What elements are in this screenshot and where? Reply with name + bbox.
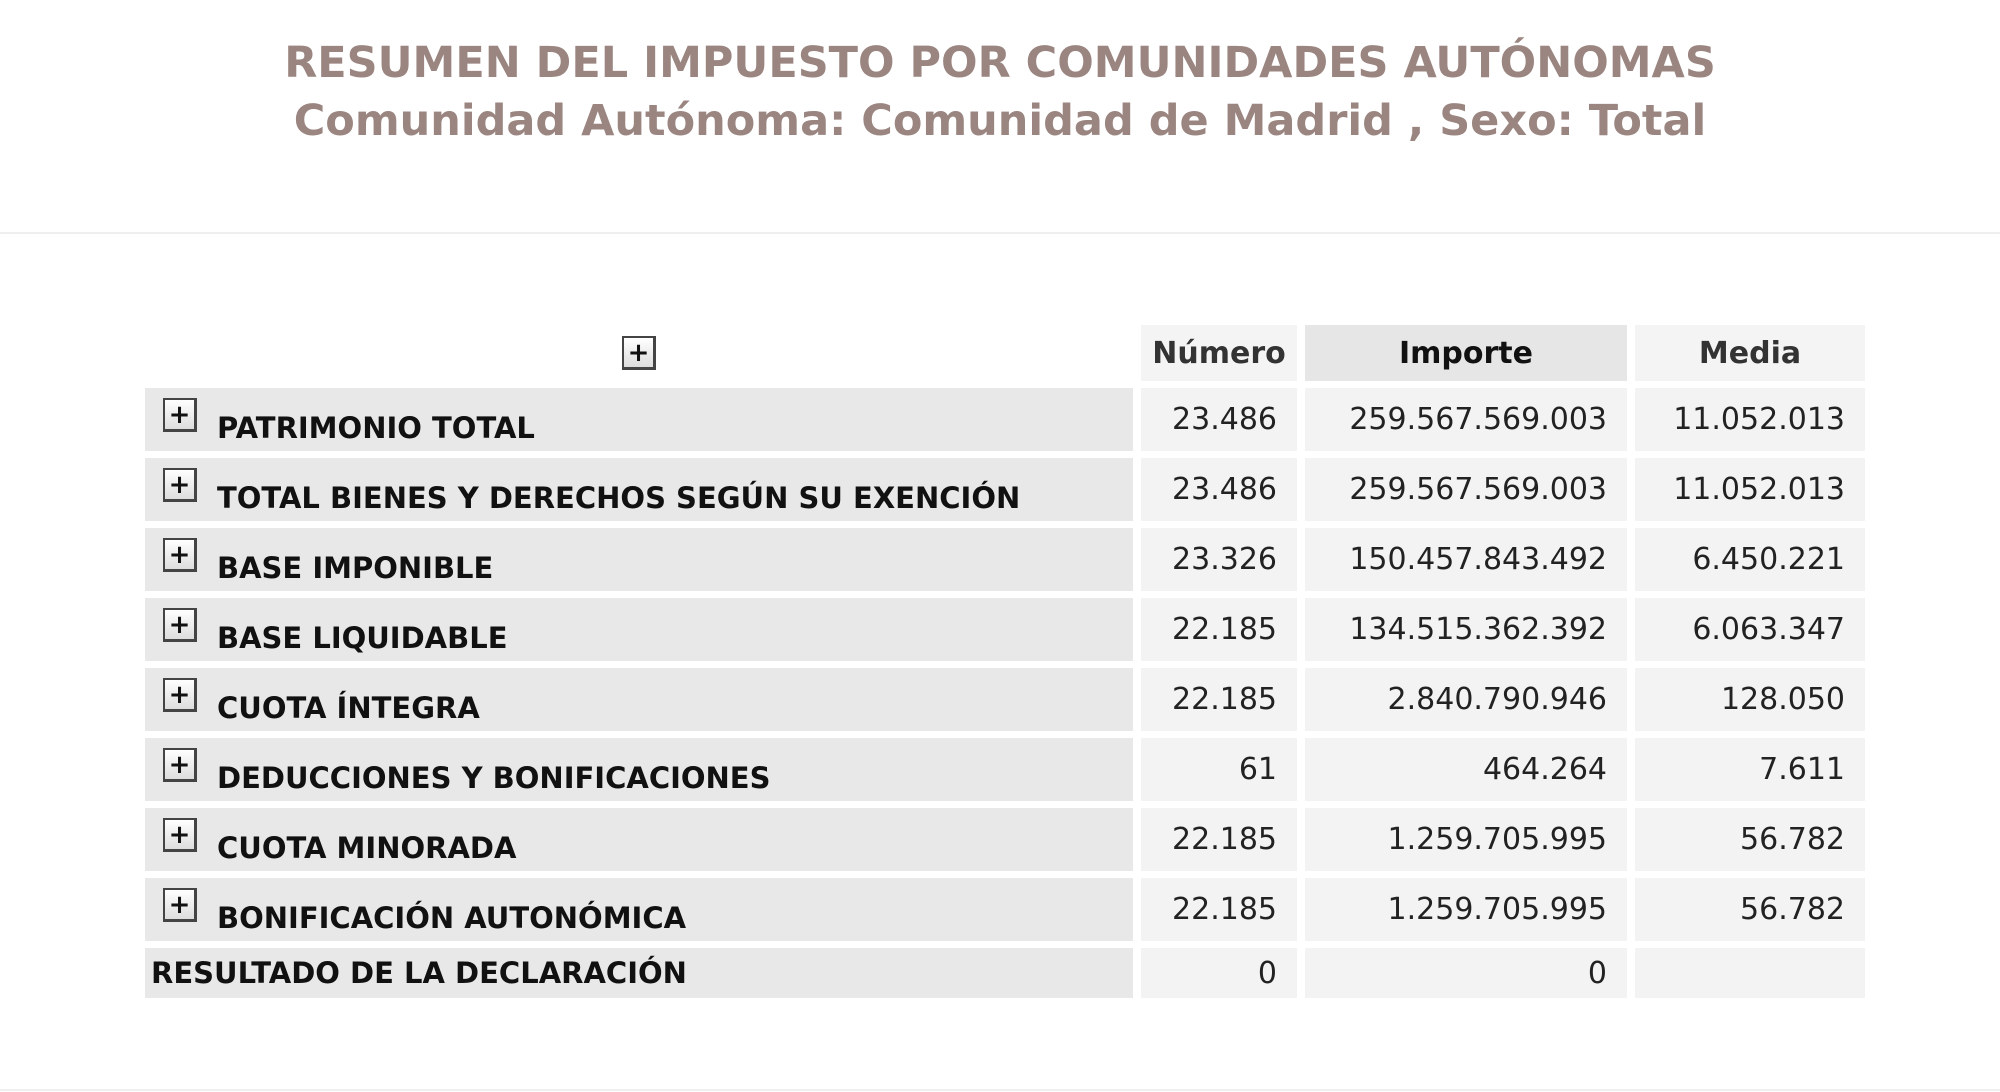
row-label-cell[interactable]: + TOTAL BIENES Y DERECHOS SEGÚN SU EXENCI…	[145, 458, 1133, 521]
table-row: + TOTAL BIENES Y DERECHOS SEGÚN SU EXENCI…	[145, 458, 1865, 521]
row-label: BONIFICACIÓN AUTONÓMICA	[217, 901, 687, 935]
row-label-cell[interactable]: + CUOTA ÍNTEGRA	[145, 668, 1133, 731]
row-label-cell[interactable]: + DEDUCCIONES Y BONIFICACIONES	[145, 738, 1133, 801]
table-row: + CUOTA ÍNTEGRA 22.185 2.840.790.946 128.050	[145, 668, 1865, 731]
row-label: TOTAL BIENES Y DERECHOS SEGÚN SU EXENCIÓ…	[217, 481, 1021, 515]
cell-media: 11.052.013	[1635, 458, 1865, 521]
column-header-media[interactable]: Media	[1635, 325, 1865, 381]
row-label: CUOTA ÍNTEGRA	[217, 691, 480, 725]
row-label: CUOTA MINORADA	[217, 831, 517, 865]
table-row: + CUOTA MINORADA 22.185 1.259.705.995 56.782	[145, 808, 1865, 871]
summary-table: + Número Importe Media + PATRIMONIO TOTAL…	[145, 325, 1865, 1005]
cell-media: 6.063.347	[1635, 598, 1865, 661]
expand-plus-icon[interactable]: +	[163, 608, 197, 642]
column-header-importe[interactable]: Importe	[1305, 325, 1627, 381]
page-title: RESUMEN DEL IMPUESTO POR COMUNIDADES AUT…	[284, 38, 1716, 88]
expand-plus-icon[interactable]: +	[163, 538, 197, 572]
cell-importe: 150.457.843.492	[1305, 528, 1627, 591]
cell-importe: 464.264	[1305, 738, 1627, 801]
cell-importe: 1.259.705.995	[1305, 878, 1627, 941]
table-row: + PATRIMONIO TOTAL 23.486 259.567.569.003 11…	[145, 388, 1865, 451]
table-header-row: + Número Importe Media	[145, 325, 1865, 381]
row-label-cell[interactable]: + BASE LIQUIDABLE	[145, 598, 1133, 661]
table-row: + BASE IMPONIBLE 23.326 150.457.843.492 6.45…	[145, 528, 1865, 591]
header-corner: +	[145, 325, 1133, 381]
cell-media: 56.782	[1635, 878, 1865, 941]
cell-importe: 259.567.569.003	[1305, 388, 1627, 451]
row-label-cell[interactable]: + PATRIMONIO TOTAL	[145, 388, 1133, 451]
cell-media	[1635, 948, 1865, 998]
expand-plus-icon[interactable]: +	[163, 468, 197, 502]
cell-importe: 1.259.705.995	[1305, 808, 1627, 871]
cell-importe: 2.840.790.946	[1305, 668, 1627, 731]
cell-media: 6.450.221	[1635, 528, 1865, 591]
row-label: BASE IMPONIBLE	[217, 551, 494, 585]
cell-numero: 22.185	[1141, 598, 1297, 661]
row-label-cell[interactable]: + BASE IMPONIBLE	[145, 528, 1133, 591]
cell-numero: 23.326	[1141, 528, 1297, 591]
cell-media: 11.052.013	[1635, 388, 1865, 451]
row-label: RESULTADO DE LA DECLARACIÓN	[145, 948, 1133, 998]
expand-plus-icon[interactable]: +	[163, 888, 197, 922]
cell-numero: 23.486	[1141, 388, 1297, 451]
expand-all-plus-icon[interactable]: +	[622, 336, 656, 370]
row-label-cell[interactable]: + CUOTA MINORADA	[145, 808, 1133, 871]
expand-plus-icon[interactable]: +	[163, 678, 197, 712]
row-label: PATRIMONIO TOTAL	[217, 411, 535, 445]
row-label: DEDUCCIONES Y BONIFICACIONES	[217, 761, 771, 795]
cell-numero: 0	[1141, 948, 1297, 998]
table-row: + BONIFICACIÓN AUTONÓMICA 22.185 1.259.705.…	[145, 878, 1865, 941]
cell-media: 128.050	[1635, 668, 1865, 731]
column-header-numero[interactable]: Número	[1141, 325, 1297, 381]
divider	[0, 1089, 2000, 1091]
divider	[0, 232, 2000, 234]
cell-importe: 0	[1305, 948, 1627, 998]
table-row-result: RESULTADO DE LA DECLARACIÓN 0 0	[145, 948, 1865, 998]
row-label: BASE LIQUIDABLE	[217, 621, 508, 655]
table-row: + DEDUCCIONES Y BONIFICACIONES 61 464.264 7.…	[145, 738, 1865, 801]
cell-media: 56.782	[1635, 808, 1865, 871]
cell-importe: 134.515.362.392	[1305, 598, 1627, 661]
row-label-cell[interactable]: + BONIFICACIÓN AUTONÓMICA	[145, 878, 1133, 941]
cell-numero: 22.185	[1141, 808, 1297, 871]
cell-numero: 22.185	[1141, 668, 1297, 731]
cell-importe: 259.567.569.003	[1305, 458, 1627, 521]
table-row: + BASE LIQUIDABLE 22.185 134.515.362.392 6.0…	[145, 598, 1865, 661]
expand-plus-icon[interactable]: +	[163, 748, 197, 782]
expand-plus-icon[interactable]: +	[163, 398, 197, 432]
expand-plus-icon[interactable]: +	[163, 818, 197, 852]
cell-numero: 22.185	[1141, 878, 1297, 941]
page-subtitle: Comunidad Autónoma: Comunidad de Madrid …	[293, 96, 1707, 146]
cell-numero: 23.486	[1141, 458, 1297, 521]
cell-numero: 61	[1141, 738, 1297, 801]
cell-media: 7.611	[1635, 738, 1865, 801]
